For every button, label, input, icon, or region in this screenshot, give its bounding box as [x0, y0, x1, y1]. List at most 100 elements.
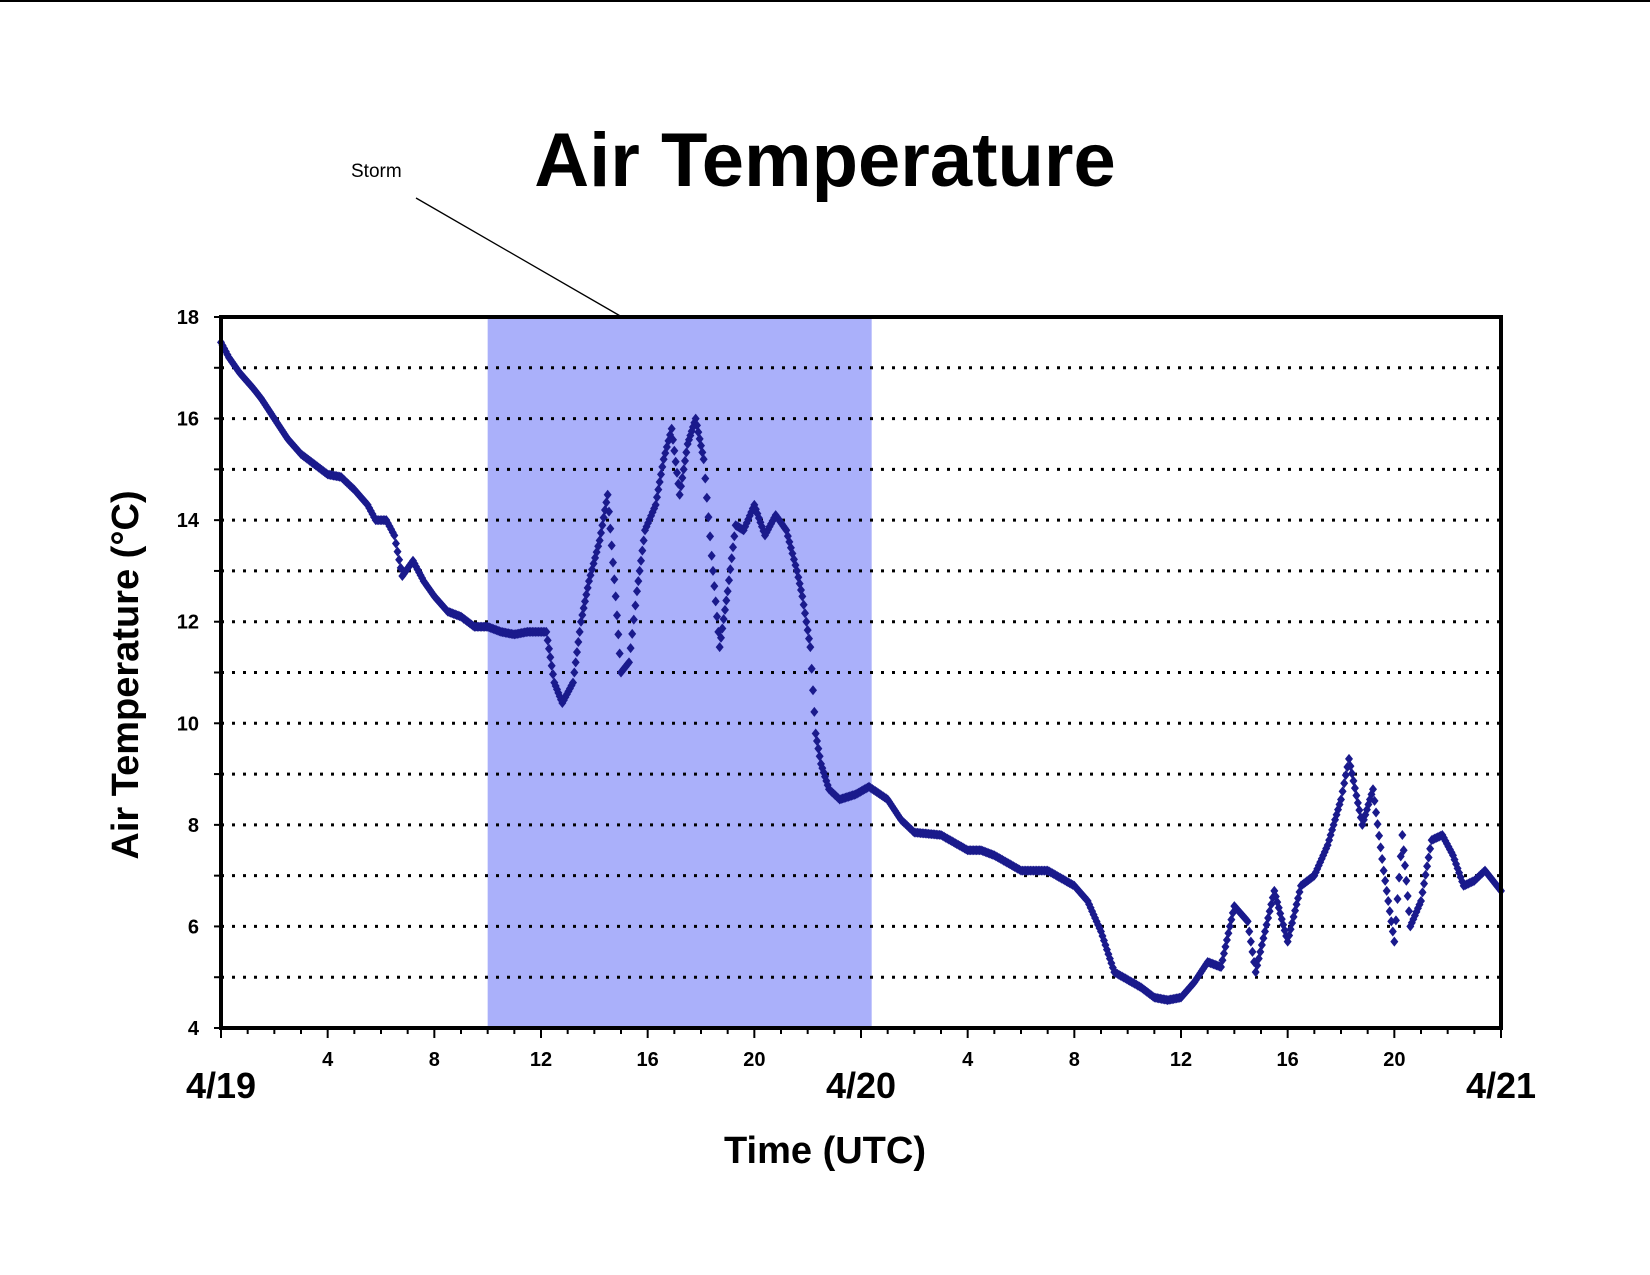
- data-point: [637, 555, 645, 566]
- data-point: [1352, 790, 1361, 801]
- data-point: [678, 472, 687, 483]
- data-point: [715, 642, 724, 653]
- data-point: [655, 477, 664, 488]
- data-point: [602, 497, 611, 508]
- data-point: [578, 609, 587, 620]
- data-point: [809, 685, 817, 696]
- data-point: [651, 499, 660, 510]
- data-point: [701, 473, 710, 484]
- storm-annotation-leader-line: [415, 197, 623, 318]
- data-point: [1395, 872, 1404, 883]
- data-point: [611, 591, 620, 602]
- data-point: [628, 628, 637, 639]
- data-point: [1248, 946, 1257, 957]
- data-point: [697, 440, 705, 451]
- data-point: [658, 461, 667, 472]
- data-point: [545, 643, 553, 654]
- x-date-label: 4/19: [186, 1065, 256, 1106]
- data-point: [597, 527, 605, 538]
- x-tick-label: 16: [1277, 1049, 1299, 1071]
- data-point: [801, 608, 809, 619]
- data-point: [1373, 819, 1382, 830]
- data-point: [670, 445, 679, 456]
- data-point: [694, 427, 703, 438]
- data-point: [542, 626, 551, 637]
- data-point: [607, 540, 616, 551]
- data-point: [1376, 842, 1385, 853]
- data-point: [1349, 775, 1358, 786]
- data-point: [802, 616, 811, 627]
- data-point: [570, 667, 579, 678]
- x-tick-label: 4: [322, 1049, 334, 1071]
- data-point: [725, 575, 733, 586]
- data-point: [729, 542, 737, 553]
- data-point: [1424, 852, 1433, 863]
- data-point: [719, 614, 728, 625]
- data-point: [1388, 926, 1397, 937]
- data-point: [546, 652, 555, 663]
- data-point: [606, 523, 615, 534]
- data-point: [691, 413, 700, 424]
- data-point: [726, 564, 735, 575]
- y-tick-label: 4: [188, 1018, 200, 1040]
- data-point: [605, 506, 613, 517]
- data-point: [1421, 869, 1430, 880]
- data-point: [581, 596, 589, 607]
- data-point: [549, 669, 557, 680]
- data-point: [1403, 890, 1412, 901]
- storm-shaded-region: [487, 317, 872, 1028]
- data-point: [603, 489, 612, 500]
- data-point: [629, 614, 638, 625]
- data-point: [717, 632, 725, 643]
- data-point: [1243, 916, 1252, 927]
- data-point: [675, 489, 684, 500]
- data-point: [1355, 805, 1364, 816]
- x-axis: 4 8 12 16 20 4 8 12 16 20 4/19 4/20 4/21: [186, 1028, 1536, 1106]
- data-point: [1347, 768, 1356, 779]
- data-point: [1337, 794, 1345, 805]
- y-tick-label: 14: [177, 510, 200, 532]
- x-date-label: 4/21: [1466, 1065, 1536, 1106]
- data-point: [811, 728, 820, 739]
- data-point: [730, 531, 739, 542]
- data-point: [1338, 786, 1347, 797]
- data-point: [1391, 915, 1400, 926]
- data-point: [574, 637, 583, 648]
- data-point: [723, 586, 732, 597]
- data-point: [547, 660, 556, 671]
- data-point: [1340, 778, 1349, 789]
- data-point: [718, 623, 727, 634]
- data-point: [704, 512, 713, 523]
- data-point: [631, 600, 640, 611]
- horizontal-gridlines: [221, 366, 1501, 979]
- data-point: [677, 481, 685, 492]
- data-point: [713, 611, 721, 622]
- data-point: [625, 657, 633, 668]
- data-point: [610, 574, 619, 585]
- data-point: [543, 635, 552, 646]
- data-point: [707, 550, 716, 561]
- data-point: [798, 591, 807, 602]
- data-point: [613, 610, 621, 621]
- data-point: [1245, 926, 1254, 937]
- data-point: [599, 512, 608, 523]
- data-point: [1369, 784, 1377, 795]
- data-point: [727, 553, 736, 564]
- data-point: [671, 456, 680, 467]
- data-point: [673, 467, 681, 478]
- data-point: [395, 554, 404, 565]
- y-tick-label: 6: [188, 916, 199, 938]
- data-point: [653, 492, 661, 503]
- x-tick-label: 16: [637, 1049, 659, 1071]
- data-point: [1370, 795, 1379, 806]
- data-point: [1384, 896, 1393, 907]
- data-point: [679, 464, 688, 475]
- data-point: [1375, 830, 1384, 841]
- data-point: [1398, 830, 1407, 841]
- x-date-label: 4/20: [826, 1065, 896, 1106]
- data-point: [799, 599, 808, 610]
- data-point: [681, 455, 689, 466]
- temperature-data-markers: [217, 337, 1505, 1006]
- data-point: [710, 581, 719, 592]
- data-point: [667, 423, 676, 434]
